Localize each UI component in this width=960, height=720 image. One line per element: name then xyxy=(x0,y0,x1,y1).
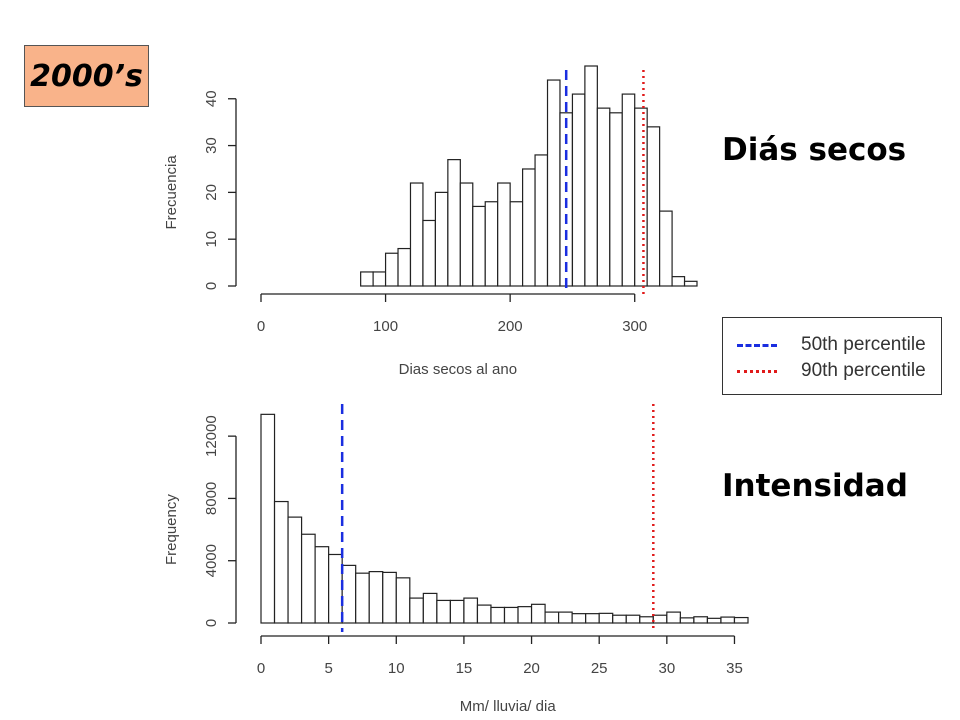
histogram-bar xyxy=(509,201,524,287)
x-tick-label: 20 xyxy=(523,660,540,677)
dry-days-label: Diás secos xyxy=(722,132,907,168)
histogram-bar xyxy=(341,564,357,624)
histogram-bar xyxy=(584,65,598,287)
y-tick-label: 4000 xyxy=(203,544,220,577)
histogram-bar xyxy=(260,413,276,624)
histogram-bar xyxy=(659,210,673,287)
histogram-bar xyxy=(372,271,387,287)
histogram-bar xyxy=(273,500,289,624)
histogram-bar xyxy=(598,612,614,624)
histogram-bar xyxy=(693,616,709,624)
histogram-bar xyxy=(409,182,424,287)
histogram-bar xyxy=(534,154,549,287)
histogram-bar xyxy=(436,599,451,624)
histogram-bar xyxy=(517,606,533,624)
y-axis-label: Frecuencia xyxy=(163,155,180,230)
x-tick-label: 25 xyxy=(591,660,608,677)
histogram-bar xyxy=(571,93,586,287)
histogram-bar xyxy=(360,271,374,287)
histogram-bar xyxy=(666,611,681,624)
histogram-bar xyxy=(733,616,749,624)
histogram-bar xyxy=(646,126,661,287)
histogram-bar xyxy=(530,603,546,624)
x-tick-label: 5 xyxy=(324,660,332,677)
legend-swatch-dotted xyxy=(737,370,777,373)
histogram-bar xyxy=(476,604,492,624)
x-axis-label: Mm/ lluvia/ dia xyxy=(460,698,557,715)
x-tick-label: 300 xyxy=(622,318,647,335)
histogram-bar xyxy=(463,597,479,624)
histogram-bar xyxy=(706,617,722,624)
x-tick-label: 10 xyxy=(388,660,405,677)
y-tick-label: 8000 xyxy=(203,482,220,515)
period-badge: 2000’s xyxy=(24,45,149,107)
histogram-bar xyxy=(596,107,611,287)
histogram-bar xyxy=(328,553,343,624)
histogram-bar xyxy=(679,617,695,624)
histogram-bar xyxy=(434,191,449,287)
legend-item-90th: 90th percentile xyxy=(723,358,943,382)
histogram-bar xyxy=(609,112,623,287)
legend-label: 50th percentile xyxy=(801,334,926,355)
histogram-bar xyxy=(683,280,698,287)
histogram-bar xyxy=(484,201,499,287)
histogram-bar xyxy=(634,107,648,287)
histogram-bar xyxy=(671,276,686,287)
x-axis-label: Dias secos al ano xyxy=(399,361,517,378)
x-tick-label: 15 xyxy=(456,660,473,677)
x-tick-label: 35 xyxy=(726,660,743,677)
histogram-bar xyxy=(409,597,424,624)
histogram-bar xyxy=(639,616,654,624)
y-tick-label: 40 xyxy=(203,90,220,107)
legend-item-50th: 50th percentile xyxy=(723,332,943,356)
histogram-bar xyxy=(497,182,511,287)
histogram-bar xyxy=(612,614,627,624)
histogram-bar xyxy=(368,571,384,624)
histogram-bar xyxy=(720,616,736,624)
histogram-bar xyxy=(625,614,641,624)
y-tick-label: 20 xyxy=(203,184,220,201)
x-tick-label: 200 xyxy=(498,318,523,335)
y-tick-label: 30 xyxy=(203,137,220,154)
y-tick-label: 10 xyxy=(203,231,220,248)
histogram-bar xyxy=(621,93,636,287)
histogram-bar xyxy=(546,79,561,287)
histogram-bar xyxy=(585,613,600,624)
x-tick-label: 30 xyxy=(658,660,675,677)
y-tick-label: 0 xyxy=(203,282,220,290)
histogram-bar xyxy=(558,611,573,624)
legend-swatch-dashed xyxy=(737,344,777,347)
histogram-bar xyxy=(490,606,506,624)
histogram-bar xyxy=(447,159,461,287)
y-tick-label: 0 xyxy=(203,619,220,627)
histogram-bar xyxy=(652,614,668,624)
histogram-bar xyxy=(571,613,587,624)
legend-label: 90th percentile xyxy=(801,360,926,381)
histogram-bar xyxy=(422,592,438,624)
histogram-bar xyxy=(287,516,303,624)
histogram-bar xyxy=(521,168,536,287)
y-axis-label: Frequency xyxy=(163,494,180,565)
histogram-bar xyxy=(382,571,397,624)
legend: 50th percentile 90th percentile xyxy=(722,317,942,395)
x-tick-label: 100 xyxy=(373,318,398,335)
intensity-label: Intensidad xyxy=(722,468,908,504)
histogram-bar xyxy=(395,577,411,624)
histogram-bar xyxy=(384,252,399,287)
x-tick-label: 0 xyxy=(257,660,265,677)
histogram-bar xyxy=(449,599,465,624)
histogram-bar xyxy=(300,533,316,624)
histogram-bar xyxy=(422,219,437,287)
histogram-bar xyxy=(459,182,474,287)
histogram-bar xyxy=(472,205,486,287)
y-tick-label: 12000 xyxy=(203,415,220,457)
histogram-bar xyxy=(314,546,330,624)
x-tick-label: 0 xyxy=(257,318,265,335)
histogram-bar xyxy=(544,611,560,624)
histogram-bar xyxy=(397,247,412,287)
histogram-bar xyxy=(503,606,519,624)
histogram-bar xyxy=(355,572,370,624)
